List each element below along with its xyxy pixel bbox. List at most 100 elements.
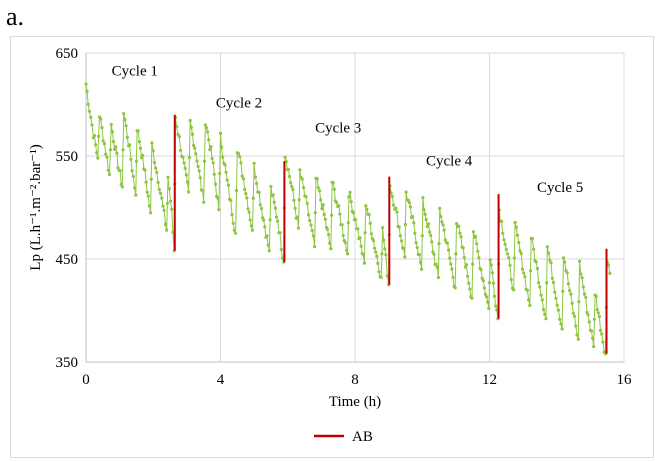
cycle-label: Cycle 2 (216, 96, 262, 112)
lp-data-point (217, 208, 221, 212)
lp-data-point (106, 168, 110, 172)
lp-data-point (343, 241, 347, 245)
lp-data-point (463, 265, 467, 269)
lp-data-point (192, 143, 196, 148)
lp-data-point (523, 275, 527, 279)
lp-data-point (578, 259, 582, 263)
grid-lines (86, 52, 625, 363)
lp-data-point (568, 289, 572, 293)
lp-data-point (475, 242, 479, 246)
lp-data-point (351, 211, 355, 215)
lp-data-point (384, 253, 388, 257)
lp-data-point (571, 311, 575, 315)
lp-data-point (218, 171, 222, 176)
lp-data-point (414, 241, 418, 245)
lp-data-point (259, 206, 264, 211)
x-axis-title: Time (h) (329, 394, 381, 410)
lp-data-point (512, 288, 516, 292)
lp-data-point (146, 194, 150, 198)
lp-data-point (131, 174, 135, 179)
lp-data-point (479, 268, 483, 272)
lp-data-point (253, 175, 257, 179)
lp-data-point (543, 312, 547, 316)
lp-data-point (488, 258, 492, 262)
lp-data-point (321, 203, 325, 207)
lp-data-point (279, 247, 283, 252)
lp-data-point (582, 292, 587, 296)
lp-data-point (426, 222, 430, 226)
lp-data-point (550, 276, 554, 280)
lp-data-point (477, 256, 481, 260)
lp-data-point (415, 246, 419, 250)
lp-data-point (243, 187, 247, 192)
lp-data-point (440, 220, 444, 224)
lp-data-point (249, 224, 253, 228)
lp-data-point (451, 275, 455, 279)
y-tick-label: 550 (56, 149, 79, 165)
lp-data-point (474, 234, 478, 238)
cycle-label: Cycle 5 (537, 180, 583, 196)
lp-data-point (315, 177, 319, 181)
lp-data-point (535, 266, 540, 271)
lp-data-point (577, 300, 581, 304)
lp-data-point (598, 328, 603, 332)
lp-data-point (207, 138, 211, 142)
lp-data-point (575, 333, 579, 337)
lp-data-point (92, 134, 97, 138)
lp-data-point (238, 155, 242, 159)
lp-data-point (157, 187, 161, 192)
lp-data-point (284, 159, 288, 164)
lp-data-point (428, 230, 432, 234)
x-tick-label: 4 (217, 372, 225, 388)
lp-data-point (397, 225, 401, 229)
lp-data-point (230, 213, 234, 217)
lp-data-point (530, 237, 535, 241)
lp-data-point (234, 188, 239, 193)
lp-data-point (500, 219, 504, 223)
lp-data-point (520, 267, 525, 271)
lp-data-point (340, 223, 344, 227)
lp-data-point (125, 135, 129, 139)
lp-data-point (155, 170, 159, 174)
lp-data-point (606, 263, 611, 267)
lp-data-point (210, 156, 214, 161)
lp-data-point (274, 215, 279, 219)
lp-data-point (344, 248, 349, 252)
lp-data-point (561, 256, 566, 260)
lp-data-point (394, 206, 398, 210)
lp-data-point (365, 207, 369, 211)
lp-data-point (595, 308, 599, 312)
lp-data-point (404, 190, 408, 194)
lp-data-point (462, 255, 466, 260)
lp-data-point (224, 170, 228, 174)
lp-data-point (234, 231, 238, 235)
lp-data-point (124, 124, 128, 128)
lp-data-point (547, 251, 551, 255)
lp-data-point (161, 204, 165, 208)
lp-data-point (212, 172, 216, 176)
lp-data-point (507, 256, 511, 260)
lp-data-point (429, 233, 433, 237)
lp-data-point (120, 185, 124, 189)
lp-data-point (491, 281, 496, 285)
lp-data-point (385, 274, 389, 278)
lp-data-point (295, 215, 299, 219)
lp-data-point (459, 235, 463, 239)
lp-data-point (175, 125, 179, 129)
lp-data-point (273, 206, 277, 210)
lp-data-point (502, 238, 506, 242)
lp-data-point (166, 175, 170, 179)
lp-data-point (115, 151, 119, 155)
lp-data-point (541, 308, 546, 312)
lp-data-point (170, 207, 174, 211)
lp-data-point (121, 148, 125, 152)
lp-data-point (443, 238, 447, 242)
lp-data-point (204, 126, 209, 130)
lp-data-point (518, 249, 522, 253)
lp-data-point (411, 215, 415, 219)
lp-data-point (198, 176, 202, 180)
lp-data-point (123, 118, 127, 122)
lp-data-point (490, 271, 494, 275)
lp-data-point (356, 227, 360, 231)
lp-data-point (431, 250, 435, 254)
